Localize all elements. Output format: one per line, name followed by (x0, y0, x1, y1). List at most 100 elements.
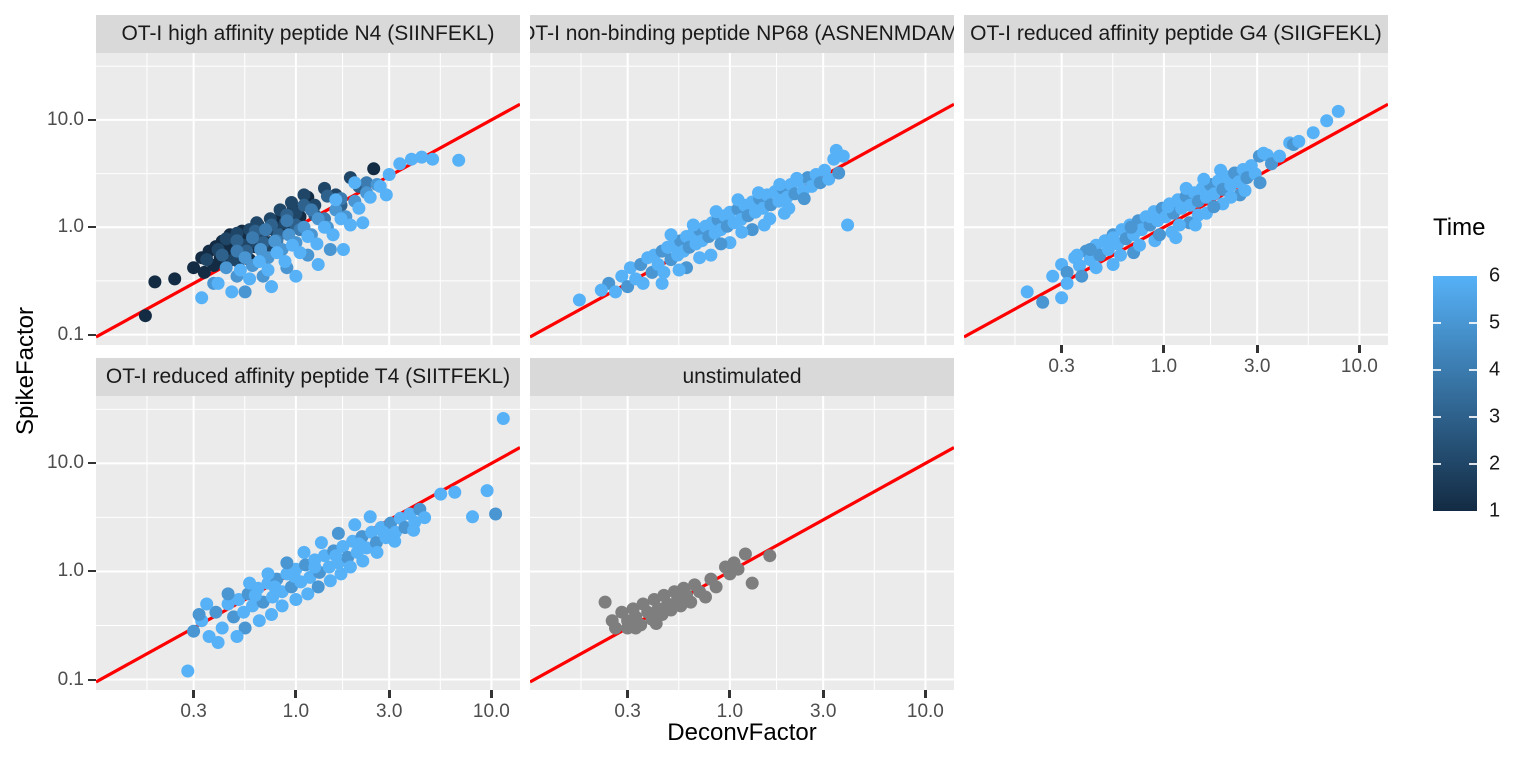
scatter-panel (530, 53, 954, 345)
data-point (832, 166, 846, 180)
data-point (219, 232, 233, 246)
data-point (280, 214, 294, 228)
scatter-panel (964, 53, 1388, 345)
data-point (418, 511, 432, 525)
data-point (407, 523, 421, 537)
data-point (841, 218, 855, 232)
data-point (285, 196, 298, 209)
data-point (709, 580, 723, 594)
data-point (1060, 265, 1074, 279)
x-tick-mark (294, 690, 298, 698)
data-point (314, 536, 328, 550)
data-point (636, 276, 650, 290)
data-point (323, 243, 337, 256)
data-point (1055, 291, 1069, 305)
data-point (246, 599, 259, 613)
data-point (243, 576, 257, 590)
data-point (227, 610, 241, 624)
data-point (836, 149, 850, 163)
data-point (731, 193, 745, 207)
data-point (334, 567, 348, 581)
data-point (1214, 163, 1228, 177)
x-tick-mark (626, 690, 630, 698)
data-point (773, 178, 787, 191)
y-tick-label: 1.0 (57, 560, 84, 582)
data-point (138, 309, 152, 323)
facet-strip-title: OT-I reduced affinity peptide G4 (SIIGFE… (964, 15, 1388, 53)
y-tick-mark (88, 333, 96, 336)
legend-bar-tick (1433, 416, 1441, 418)
legend-bar-tick (1469, 369, 1477, 371)
data-point (1046, 269, 1060, 283)
data-point (334, 212, 348, 226)
data-point (270, 246, 284, 260)
data-point (1191, 208, 1205, 222)
legend-tick-label: 6 (1489, 264, 1501, 287)
x-tick-mark (1357, 345, 1361, 353)
data-point (598, 595, 612, 609)
data-point (714, 237, 728, 251)
data-point (287, 569, 301, 583)
data-point (674, 599, 688, 613)
data-point (363, 510, 377, 524)
data-point (393, 157, 407, 171)
data-point (336, 243, 350, 256)
data-point (278, 255, 292, 268)
data-point (738, 547, 752, 561)
data-point (382, 168, 396, 181)
data-point (252, 255, 266, 268)
facet-strip-title: OT-I high affinity peptide N4 (SIINFEKL) (96, 15, 520, 53)
data-point (370, 545, 384, 559)
data-point (1124, 220, 1138, 234)
data-point (376, 525, 390, 539)
x-tick-label: 3.0 (809, 701, 837, 722)
data-point (311, 258, 325, 271)
data-point (615, 269, 629, 283)
data-point (304, 203, 318, 217)
scatter-panel (96, 396, 520, 690)
data-point (1106, 258, 1120, 271)
data-point (731, 562, 745, 576)
data-point (1153, 228, 1166, 242)
data-point (752, 186, 765, 200)
data-point (629, 621, 643, 635)
data-point (289, 593, 303, 606)
data-point (664, 228, 678, 242)
data-point (308, 560, 322, 574)
data-point (238, 621, 252, 635)
data-point (221, 597, 235, 611)
x-tick-label: 10.0 (472, 701, 510, 722)
data-point (623, 261, 637, 275)
data-point (329, 193, 343, 207)
legend-bar-tick (1433, 322, 1441, 324)
data-point (261, 567, 275, 581)
data-point (704, 248, 718, 262)
data-point (699, 590, 712, 604)
legend-gradient-bar (1433, 276, 1477, 511)
data-point (211, 636, 225, 649)
data-point (466, 510, 479, 524)
data-point (326, 228, 340, 242)
legend-tick-label: 3 (1489, 405, 1501, 428)
data-point (209, 605, 223, 619)
data-point (1188, 218, 1202, 232)
data-point (148, 275, 162, 289)
data-point (265, 280, 278, 294)
data-point (649, 617, 663, 630)
x-tick-label: 1.0 (1150, 356, 1178, 377)
data-point (777, 206, 791, 220)
data-point (1106, 231, 1120, 245)
data-point (230, 630, 244, 643)
data-point (343, 560, 357, 574)
data-point (496, 412, 510, 425)
data-point (297, 545, 311, 559)
data-point (745, 223, 759, 237)
data-point (211, 276, 225, 290)
data-point (609, 621, 622, 635)
data-point (261, 263, 275, 277)
data-point (323, 574, 337, 588)
data-point (1172, 218, 1186, 232)
data-point (822, 172, 836, 186)
data-point (232, 593, 246, 606)
